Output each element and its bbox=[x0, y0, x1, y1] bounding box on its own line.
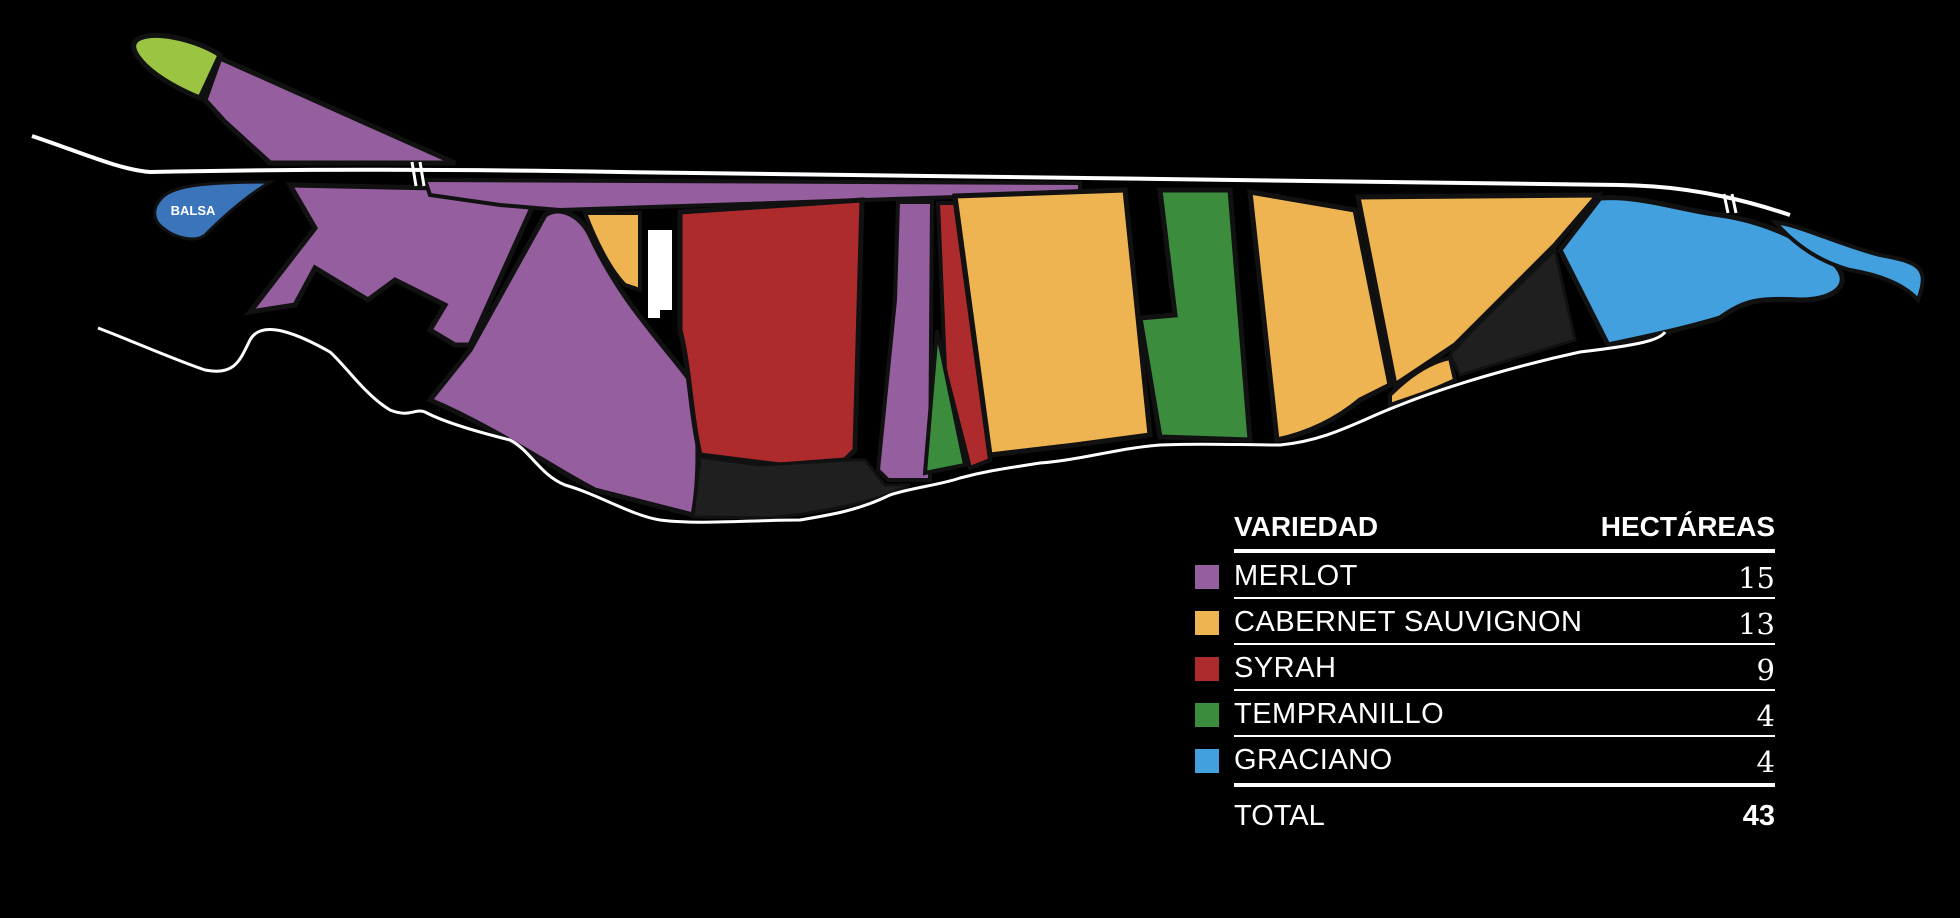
plot-unplanted-right bbox=[1448, 247, 1577, 377]
plot-graciano bbox=[1557, 195, 1845, 348]
legend-value: 13 bbox=[1738, 607, 1775, 641]
legend-value: 15 bbox=[1738, 561, 1775, 595]
legend-label: CABERNET SAUVIGNON bbox=[1234, 606, 1583, 638]
legend-row-cabernet: CABERNET SAUVIGNON 13 bbox=[1195, 599, 1775, 645]
plot-merlot-thin bbox=[875, 200, 935, 482]
legend-header-hectares: HECTÁREAS bbox=[1600, 511, 1775, 542]
legend-swatch-tempranillo bbox=[1195, 703, 1219, 727]
legend-swatch-merlot bbox=[1195, 565, 1219, 589]
building bbox=[648, 230, 672, 318]
legend-total-value: 43 bbox=[1742, 800, 1775, 832]
plot-cabernet-1 bbox=[952, 187, 1153, 458]
plot-lime bbox=[131, 32, 224, 102]
plot-cabernet-2 bbox=[1247, 188, 1393, 444]
plot-merlot-upper bbox=[202, 54, 457, 166]
legend-value: 9 bbox=[1756, 653, 1775, 687]
plot-tempranillo bbox=[1137, 187, 1253, 443]
plot-tempranillo-wedge bbox=[922, 329, 968, 476]
legend-label: MERLOT bbox=[1234, 560, 1358, 592]
legend-row-syrah: SYRAH 9 bbox=[1195, 645, 1775, 691]
legend-label: SYRAH bbox=[1234, 652, 1337, 684]
road-marker-right bbox=[1722, 193, 1738, 214]
legend-header-variety: VARIEDAD bbox=[1234, 511, 1379, 542]
road-marker-left bbox=[410, 161, 426, 187]
plot-cabernet-small bbox=[582, 211, 642, 293]
legend-total-label: TOTAL bbox=[1234, 800, 1325, 832]
legend-row-merlot: MERLOT 15 bbox=[1195, 553, 1775, 599]
plot-merlot-strip bbox=[422, 177, 1082, 213]
balsa-label: BALSA bbox=[171, 203, 216, 218]
plot-cabernet-3 bbox=[1354, 192, 1604, 390]
legend-value: 4 bbox=[1756, 745, 1775, 779]
road-top bbox=[31, 134, 1791, 217]
legend-swatch-graciano bbox=[1195, 749, 1219, 773]
plot-cabernet-tri bbox=[1388, 355, 1458, 408]
legend-row-graciano: GRACIANO 4 bbox=[1195, 737, 1775, 781]
plot-unplanted-bottom bbox=[691, 455, 911, 520]
legend-swatch-cabernet bbox=[1195, 611, 1219, 635]
legend: VARIEDAD HECTÁREAS MERLOT 15 CABERNET SA… bbox=[1195, 505, 1775, 835]
plot-graciano-tail bbox=[1770, 219, 1925, 304]
legend-row-tempranillo: TEMPRANILLO 4 bbox=[1195, 691, 1775, 737]
legend-total-row: TOTAL 43 bbox=[1234, 783, 1775, 835]
plot-syrah-main bbox=[677, 197, 865, 468]
plot-syrah-thin bbox=[935, 201, 993, 471]
legend-value: 4 bbox=[1756, 699, 1775, 733]
legend-swatch-syrah bbox=[1195, 657, 1219, 681]
plot-balsa bbox=[153, 180, 276, 241]
legend-label: GRACIANO bbox=[1234, 744, 1393, 776]
road-bottom bbox=[97, 326, 1667, 524]
legend-label: TEMPRANILLO bbox=[1234, 698, 1445, 730]
legend-header: VARIEDAD HECTÁREAS bbox=[1234, 505, 1775, 553]
